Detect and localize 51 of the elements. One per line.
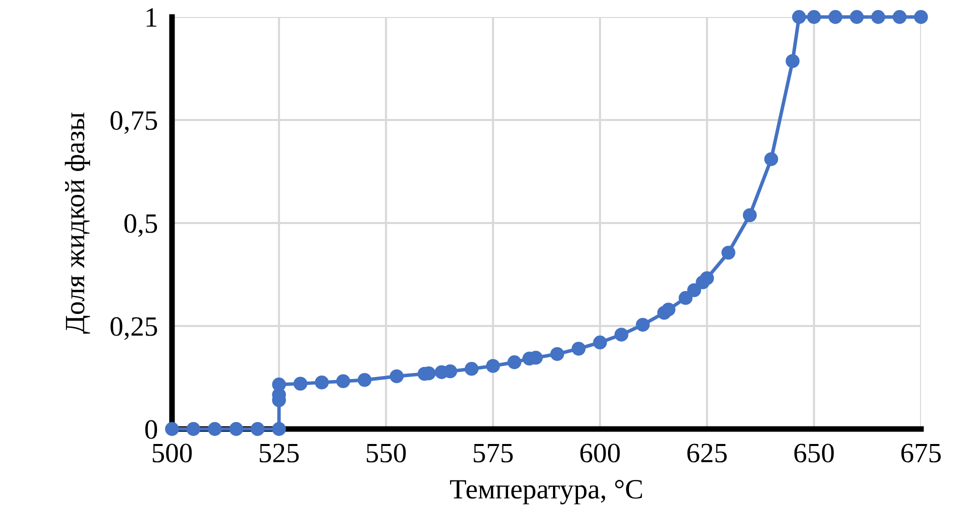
point <box>464 362 479 376</box>
x-tick-label: 500 <box>152 444 192 462</box>
point <box>700 271 714 286</box>
point <box>828 10 842 24</box>
point <box>443 364 458 378</box>
point <box>636 318 650 332</box>
point <box>786 54 800 68</box>
y-tick-label: 0,75 <box>110 111 158 134</box>
point <box>186 422 200 436</box>
y-axis-title: Доля жидкой фазы <box>64 112 90 334</box>
point <box>390 369 404 384</box>
point <box>250 422 265 436</box>
point <box>593 336 607 350</box>
point <box>165 422 179 436</box>
point <box>293 376 308 391</box>
point <box>208 422 222 436</box>
point <box>742 208 757 222</box>
x-axis-title: Температура, °C <box>450 480 642 504</box>
x-tick-label: 650 <box>794 444 834 462</box>
point <box>272 422 286 436</box>
point <box>892 10 907 24</box>
point <box>614 328 628 342</box>
point <box>792 10 806 24</box>
point <box>507 355 522 370</box>
point <box>914 10 928 24</box>
point <box>314 376 329 390</box>
x-tick-label: 550 <box>366 444 406 462</box>
y-tick-label: 0 <box>145 420 158 439</box>
y-tick-label: 1 <box>146 8 156 27</box>
point <box>358 373 372 387</box>
point <box>550 347 564 361</box>
x-tick-label: 575 <box>474 444 513 462</box>
point <box>678 291 693 305</box>
x-tick-label: 625 <box>687 444 727 462</box>
point <box>336 374 350 388</box>
x-tick-label: 675 <box>901 444 941 462</box>
point <box>764 152 778 166</box>
point <box>807 10 821 24</box>
point <box>662 302 676 316</box>
y-tick-label: 0,5 <box>124 214 158 237</box>
point <box>687 283 702 298</box>
point <box>572 342 586 356</box>
y-tick-label: 0,25 <box>110 317 158 340</box>
x-tick-label: 525 <box>260 444 299 462</box>
x-tick-label: 600 <box>580 444 620 462</box>
point <box>229 422 244 436</box>
point <box>871 10 886 24</box>
point <box>486 359 500 373</box>
point <box>721 246 736 260</box>
point <box>850 10 864 24</box>
point <box>272 378 286 392</box>
